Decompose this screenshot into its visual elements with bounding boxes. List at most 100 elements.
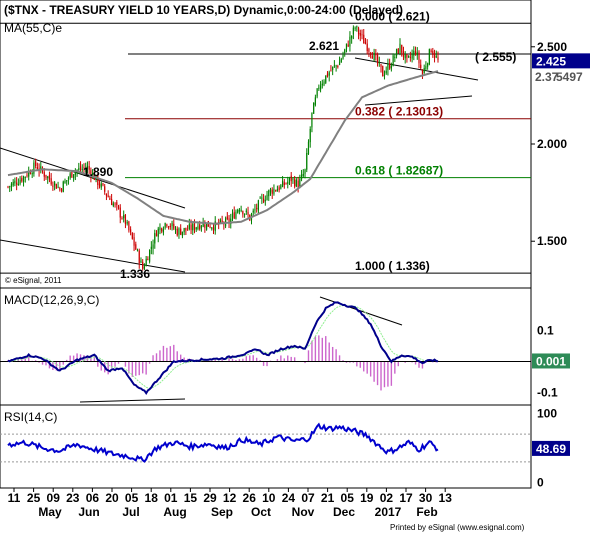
- candle-body: [152, 244, 154, 249]
- candle-body: [157, 228, 159, 237]
- candle-body: [69, 173, 71, 178]
- candle-body: [288, 177, 291, 181]
- candle-body: [375, 53, 377, 56]
- candle-body: [306, 152, 308, 170]
- candle-body: [351, 35, 353, 39]
- candle-body: [338, 62, 341, 66]
- rsi-value-label: 48.69: [536, 442, 566, 456]
- candle-body: [45, 174, 47, 178]
- candle-body: [385, 70, 387, 74]
- candle-body: [64, 180, 66, 184]
- candle-body: [325, 75, 327, 83]
- candle-body: [349, 36, 351, 47]
- candle-body: [59, 188, 61, 190]
- rsi-tick-label: 100: [537, 406, 557, 420]
- candle-body: [313, 102, 315, 114]
- trendline-1: [0, 239, 186, 273]
- candle-body: [287, 181, 289, 184]
- candle-body: [31, 173, 33, 175]
- price-tick-label: 2.000: [537, 137, 567, 151]
- candle-body: [193, 222, 196, 230]
- candle-body: [340, 59, 342, 63]
- candle-body: [261, 197, 263, 199]
- candle-body: [9, 186, 11, 188]
- candle-body: [395, 49, 398, 56]
- candle-body: [352, 27, 354, 35]
- candle-body: [428, 49, 430, 65]
- candle-body: [86, 165, 89, 169]
- candle-body: [273, 188, 275, 194]
- candle-body: [85, 168, 87, 170]
- candle-body: [145, 258, 147, 266]
- candle-body: [60, 189, 63, 191]
- candle-body: [345, 43, 348, 49]
- x-month-label: May: [38, 505, 62, 519]
- candle-body: [55, 184, 57, 189]
- candle-body: [326, 73, 329, 77]
- candle-body: [281, 180, 284, 187]
- candle-body: [278, 187, 280, 191]
- macd-trendline-lower: [79, 398, 186, 403]
- candle-body: [66, 180, 68, 182]
- rsi-level-lines: [0, 433, 531, 463]
- candle-body: [380, 64, 382, 68]
- candle-body: [252, 210, 254, 213]
- candle-body: [425, 66, 427, 70]
- rsi-title: RSI(14,C): [4, 410, 57, 424]
- candle-body: [432, 51, 434, 55]
- candle-body: [202, 222, 204, 227]
- candle-body: [437, 57, 439, 60]
- candle-body: [271, 189, 273, 194]
- candle-body: [188, 224, 190, 230]
- annotation-2555: ( 2.555): [475, 50, 516, 64]
- candle-body: [333, 65, 335, 67]
- candle-body: [29, 172, 32, 174]
- candle-body: [259, 197, 261, 199]
- candle-body: [79, 166, 82, 170]
- candle-body: [307, 141, 310, 154]
- candle-body: [16, 182, 18, 185]
- x-day-label: 30: [419, 491, 433, 505]
- candle-body: [161, 228, 163, 232]
- candle-body: [164, 223, 166, 228]
- candle-body: [256, 207, 258, 209]
- x-day-label: 24: [282, 491, 296, 505]
- candle-body: [135, 244, 137, 250]
- candle-body: [176, 228, 178, 236]
- candle-body: [78, 168, 80, 170]
- x-month-label: Jun: [78, 505, 99, 519]
- candle-body: [420, 64, 422, 69]
- macd-value-label: 0.001: [536, 354, 566, 368]
- candle-body: [243, 213, 246, 215]
- candle-body: [376, 54, 379, 64]
- candle-body: [292, 178, 294, 180]
- candle-body: [299, 178, 301, 188]
- candle-body: [192, 223, 194, 231]
- candle-body: [318, 87, 320, 89]
- candle-body: [71, 172, 73, 178]
- candle-body: [123, 215, 125, 219]
- candle-body: [200, 226, 203, 228]
- candle-body: [209, 226, 211, 228]
- x-day-label: 01: [164, 491, 178, 505]
- ma-value-badge: [532, 69, 590, 84]
- candle-body: [387, 63, 389, 70]
- candle-body: [219, 219, 222, 224]
- candle-body: [162, 229, 165, 233]
- x-day-label: 12: [223, 491, 237, 505]
- candle-body: [73, 174, 75, 179]
- trendlines: [0, 53, 531, 273]
- macd-tick-label: -0.1: [537, 386, 558, 400]
- candle-body: [62, 181, 64, 193]
- candle-body: [54, 182, 56, 186]
- macd-line: [7, 301, 439, 396]
- candle-body: [159, 227, 161, 230]
- candle-body: [102, 183, 104, 186]
- rsi-panel: RSI(14,C): [0, 404, 532, 489]
- candle-body: [361, 34, 363, 36]
- candle-body: [19, 180, 21, 184]
- candle-body: [233, 212, 235, 219]
- price-panel: ($TNX - TREASURY YIELD 10 YEARS,D) Dynam…: [0, 0, 532, 289]
- candle-body: [128, 221, 130, 231]
